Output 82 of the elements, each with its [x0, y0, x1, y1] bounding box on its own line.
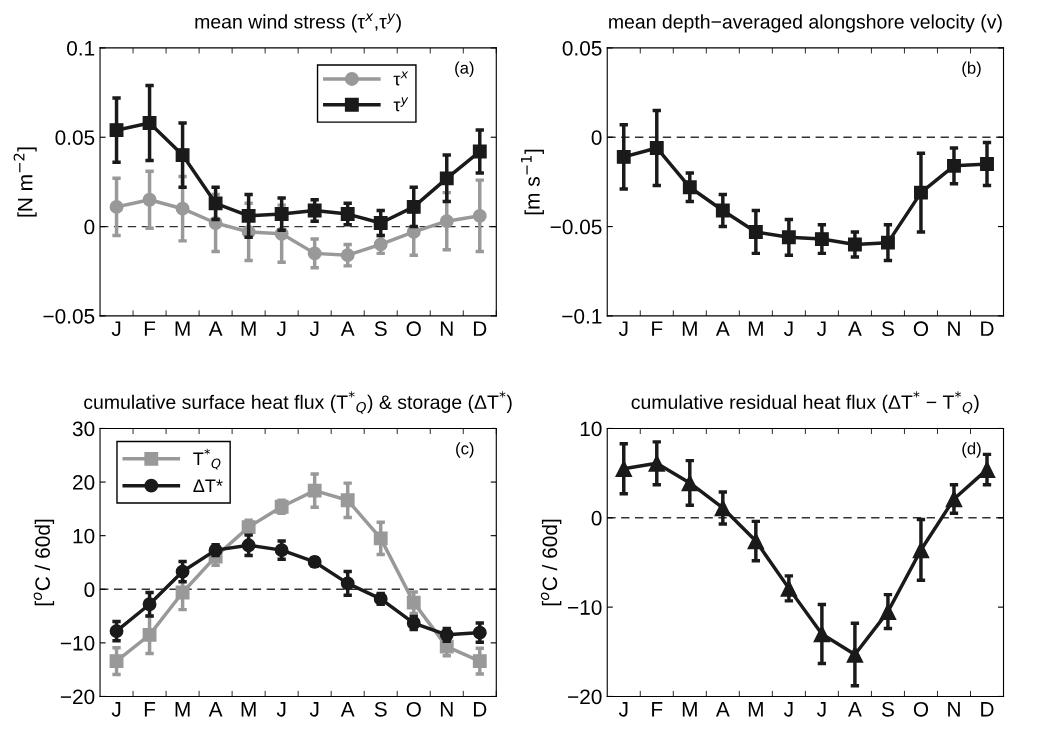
x-tick-label: F [144, 702, 156, 717]
x-tick-label: J [817, 702, 826, 717]
annotation: (b) [962, 61, 981, 78]
x-tick-label: S [881, 701, 894, 717]
x-tick-label: A [848, 321, 862, 336]
x-tick-label: M [175, 321, 190, 336]
x-tick-label: D [473, 702, 487, 717]
chart-title: cumulative residual heat flux (ΔT$^{*}$ − T$^{*}$$_{Q}$) [631, 391, 979, 414]
y-axis-title: [$^{o}$C / 60d] [33, 519, 55, 606]
y-axis-title: [$^{o}$C / 60d] [540, 519, 562, 606]
x-tick-label: J [618, 321, 628, 337]
x-tick-label: N [440, 702, 453, 717]
y-tick-label: 20 [73, 475, 95, 490]
x-tick-label: S [374, 321, 387, 337]
x-tick-label: D [981, 702, 994, 717]
y-tick-label: −20 [568, 689, 602, 705]
x-tick-label: J [276, 321, 286, 337]
y-tick-label: −0.05 [43, 308, 95, 324]
x-tick-label: O [406, 701, 421, 717]
chart-title: cumulative surface heat flux (T$^{*}$$_{Q}$) & storage (ΔT$^{*}$) [84, 391, 512, 414]
chart-title: mean wind stress (τ$^{x}$,τ$^{y}$) [195, 13, 401, 33]
x-tick-label: F [144, 321, 156, 336]
x-tick-label: A [340, 702, 355, 717]
x-tick-label: D [981, 321, 994, 336]
x-tick-label: A [715, 321, 730, 336]
x-tick-label: M [748, 702, 763, 717]
y-tick-label: −0.1 [562, 308, 602, 324]
x-tick-label: D [473, 321, 487, 336]
x-tick-label: O [913, 321, 929, 337]
x-tick-label: A [208, 321, 223, 336]
y-tick-label: 0.05 [562, 40, 602, 56]
x-tick-label: J [111, 321, 121, 337]
y-tick-label: −20 [60, 689, 95, 705]
y-axis-title: [m s$^{−1}$] [521, 149, 544, 215]
y-tick-label: 30 [72, 421, 95, 437]
x-tick-label: N [948, 702, 960, 717]
x-tick-label: M [682, 321, 697, 336]
x-tick-label: J [276, 702, 286, 717]
y-tick-label: 0.1 [67, 40, 95, 56]
y-tick-label: 0 [84, 219, 95, 235]
x-tick-label: M [175, 702, 190, 717]
y-tick-label: −10 [60, 635, 95, 651]
x-tick-label: J [783, 321, 793, 337]
x-tick-label: J [618, 702, 628, 717]
y-tick-label: 0 [591, 130, 602, 145]
y-axis-title: [N m$^{−2}$] [13, 147, 37, 217]
x-tick-label: M [241, 702, 256, 717]
y-tick-label: 0.05 [55, 130, 95, 145]
y-tick-label: 0 [84, 582, 95, 598]
x-tick-label: A [848, 702, 862, 717]
y-tick-label: −10 [568, 600, 602, 615]
y-tick-label: 0 [591, 510, 602, 526]
x-tick-label: S [881, 321, 894, 337]
x-tick-label: O [913, 701, 929, 717]
x-tick-label: A [715, 702, 730, 717]
legend-label: ΔT* [193, 479, 223, 492]
y-tick-label: −0.05 [550, 219, 602, 235]
x-tick-label: S [374, 701, 387, 717]
x-tick-label: J [309, 321, 319, 337]
x-tick-label: N [948, 321, 960, 336]
x-tick-label: M [241, 321, 256, 336]
x-tick-label: A [340, 321, 355, 336]
chart-title: mean depth−averaged alongshore velocity (v) [609, 14, 1002, 33]
x-tick-label: J [817, 321, 826, 337]
x-tick-label: J [783, 702, 793, 717]
annotation: (a) [455, 61, 474, 78]
annotation: (c) [456, 442, 474, 458]
x-tick-label: M [748, 321, 763, 336]
x-tick-label: O [406, 321, 421, 337]
legend-label: T$^{*}$$_{Q}$ [193, 448, 221, 470]
x-tick-label: M [682, 702, 697, 717]
x-tick-label: J [111, 702, 121, 717]
legend-label: τ$^{x}$ [393, 71, 409, 86]
y-tick-label: 10 [73, 528, 95, 544]
y-tick-label: 10 [580, 421, 602, 437]
x-tick-label: F [652, 702, 663, 717]
x-tick-label: A [208, 702, 223, 717]
annotation: (d) [962, 442, 981, 458]
x-tick-label: F [652, 321, 663, 336]
legend-label: τ$^{y}$ [393, 97, 409, 112]
x-tick-label: N [440, 321, 453, 336]
x-tick-label: J [309, 702, 319, 717]
